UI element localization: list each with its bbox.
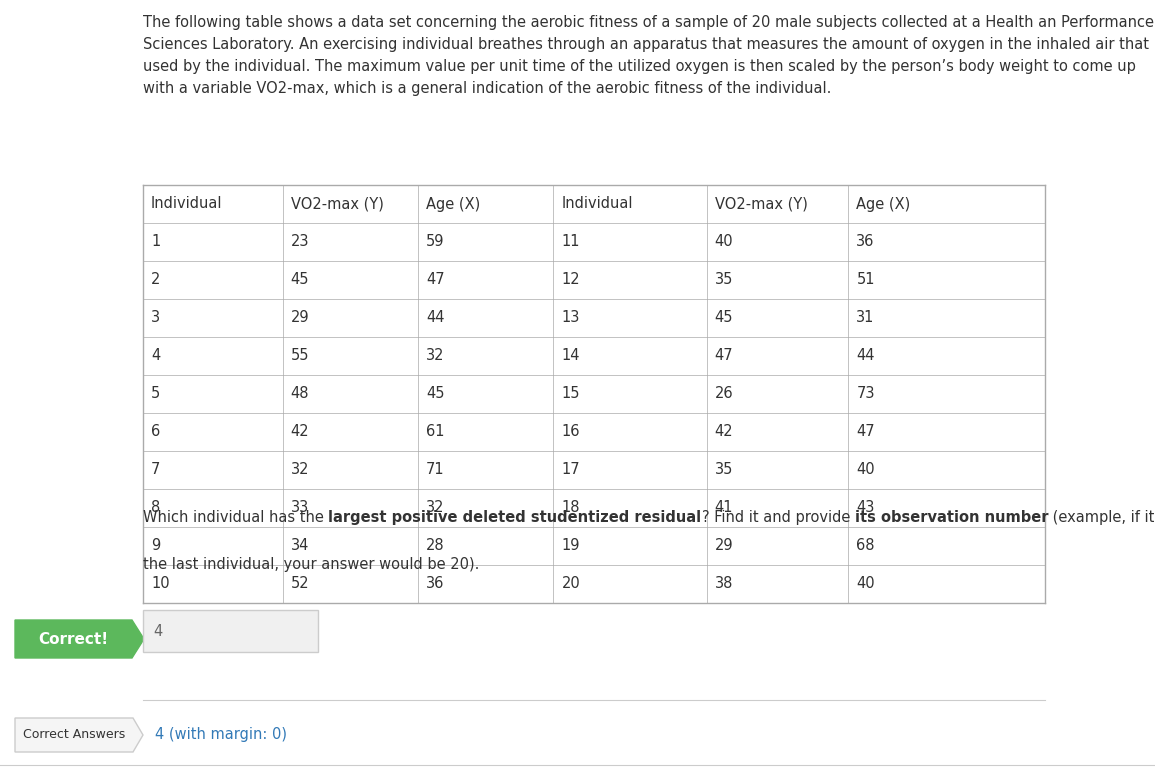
Text: used by the individual. The maximum value per unit time of the utilized oxygen i: used by the individual. The maximum valu… bbox=[143, 59, 1135, 74]
Text: 38: 38 bbox=[715, 577, 733, 591]
Text: 19: 19 bbox=[561, 538, 580, 554]
Text: 68: 68 bbox=[856, 538, 874, 554]
Text: 44: 44 bbox=[856, 348, 874, 363]
Text: 8: 8 bbox=[151, 500, 161, 516]
Text: 48: 48 bbox=[291, 386, 310, 402]
Text: 26: 26 bbox=[715, 386, 733, 402]
Text: 14: 14 bbox=[561, 348, 580, 363]
Text: 32: 32 bbox=[426, 348, 445, 363]
Text: 23: 23 bbox=[291, 234, 310, 250]
Text: 35: 35 bbox=[715, 463, 733, 477]
Text: The following table shows a data set concerning the aerobic fitness of a sample : The following table shows a data set con… bbox=[143, 15, 1154, 30]
Text: 31: 31 bbox=[856, 311, 874, 325]
Text: largest positive deleted studentized residual: largest positive deleted studentized res… bbox=[328, 510, 701, 525]
Text: VO2-max (Y): VO2-max (Y) bbox=[715, 197, 807, 211]
Text: 4 (with margin: 0): 4 (with margin: 0) bbox=[155, 728, 286, 742]
Text: 11: 11 bbox=[561, 234, 580, 250]
Text: 20: 20 bbox=[561, 577, 580, 591]
Text: Individual: Individual bbox=[561, 197, 633, 211]
Text: Correct Answers: Correct Answers bbox=[23, 729, 125, 742]
Text: with a variable VO2-max, which is a general indication of the aerobic fitness of: with a variable VO2-max, which is a gene… bbox=[143, 81, 832, 96]
Text: 7: 7 bbox=[151, 463, 161, 477]
Text: ? Find it and provide: ? Find it and provide bbox=[701, 510, 855, 525]
Text: VO2-max (Y): VO2-max (Y) bbox=[291, 197, 383, 211]
Text: 73: 73 bbox=[856, 386, 874, 402]
Text: (example, if it were: (example, if it were bbox=[1048, 510, 1155, 525]
Text: 41: 41 bbox=[715, 500, 733, 516]
Text: Correct!: Correct! bbox=[38, 631, 109, 647]
Text: 15: 15 bbox=[561, 386, 580, 402]
Text: 29: 29 bbox=[291, 311, 310, 325]
Text: 9: 9 bbox=[151, 538, 161, 554]
Text: the last individual, your answer would be 20).: the last individual, your answer would b… bbox=[143, 557, 479, 572]
Text: 34: 34 bbox=[291, 538, 310, 554]
Text: 47: 47 bbox=[426, 272, 445, 288]
Text: 45: 45 bbox=[291, 272, 310, 288]
Text: 36: 36 bbox=[426, 577, 445, 591]
Text: 29: 29 bbox=[715, 538, 733, 554]
Polygon shape bbox=[15, 718, 143, 752]
Text: 12: 12 bbox=[561, 272, 580, 288]
Text: 40: 40 bbox=[856, 577, 875, 591]
Text: its observation number: its observation number bbox=[855, 510, 1048, 525]
Text: 17: 17 bbox=[561, 463, 580, 477]
Text: 3: 3 bbox=[151, 311, 161, 325]
Text: 45: 45 bbox=[426, 386, 445, 402]
Text: 42: 42 bbox=[715, 425, 733, 439]
Text: 59: 59 bbox=[426, 234, 445, 250]
Text: 32: 32 bbox=[291, 463, 310, 477]
Text: 43: 43 bbox=[856, 500, 874, 516]
Text: Individual: Individual bbox=[151, 197, 223, 211]
Text: 2: 2 bbox=[151, 272, 161, 288]
Text: 1: 1 bbox=[151, 234, 161, 250]
Text: 40: 40 bbox=[715, 234, 733, 250]
Text: 16: 16 bbox=[561, 425, 580, 439]
Text: 71: 71 bbox=[426, 463, 445, 477]
Text: Age (X): Age (X) bbox=[856, 197, 910, 211]
Text: 36: 36 bbox=[856, 234, 874, 250]
Text: 33: 33 bbox=[291, 500, 310, 516]
Text: 28: 28 bbox=[426, 538, 445, 554]
Text: 40: 40 bbox=[856, 463, 875, 477]
Text: 35: 35 bbox=[715, 272, 733, 288]
Text: 32: 32 bbox=[426, 500, 445, 516]
Text: 42: 42 bbox=[291, 425, 310, 439]
Text: 44: 44 bbox=[426, 311, 445, 325]
Text: 10: 10 bbox=[151, 577, 170, 591]
Text: 45: 45 bbox=[715, 311, 733, 325]
Text: 4: 4 bbox=[152, 624, 162, 638]
Text: Age (X): Age (X) bbox=[426, 197, 480, 211]
Text: 13: 13 bbox=[561, 311, 580, 325]
Polygon shape bbox=[15, 620, 144, 658]
Text: Which individual has the: Which individual has the bbox=[143, 510, 328, 525]
Text: 5: 5 bbox=[151, 386, 161, 402]
Text: 47: 47 bbox=[856, 425, 875, 439]
Bar bbox=[143, 610, 318, 652]
Text: 4: 4 bbox=[151, 348, 161, 363]
Text: 52: 52 bbox=[291, 577, 310, 591]
Text: 61: 61 bbox=[426, 425, 445, 439]
Text: 47: 47 bbox=[715, 348, 733, 363]
Text: 6: 6 bbox=[151, 425, 161, 439]
Text: 18: 18 bbox=[561, 500, 580, 516]
Text: 55: 55 bbox=[291, 348, 310, 363]
Text: Sciences Laboratory. An exercising individual breathes through an apparatus that: Sciences Laboratory. An exercising indiv… bbox=[143, 37, 1155, 52]
Text: 51: 51 bbox=[856, 272, 874, 288]
